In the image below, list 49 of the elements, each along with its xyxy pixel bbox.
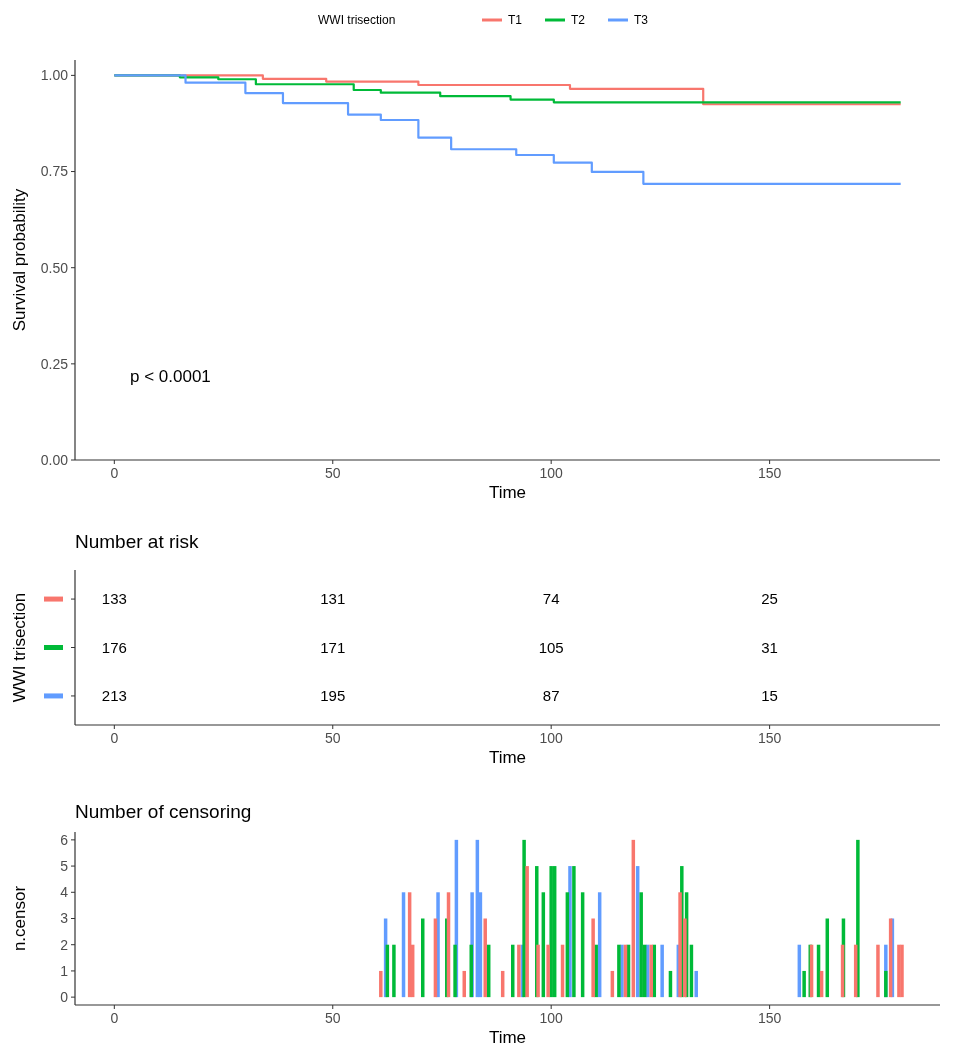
y-tick-label: 6 bbox=[60, 831, 69, 848]
annotation: p < 0.0001 bbox=[130, 366, 211, 386]
data-label: 133 bbox=[101, 590, 127, 608]
x-tick-label: 0 bbox=[110, 1010, 119, 1026]
data-label: 131 bbox=[320, 590, 346, 608]
x-tick-label: 100 bbox=[539, 1010, 564, 1026]
x-tick-label: 50 bbox=[324, 465, 341, 481]
data-label: 105 bbox=[538, 638, 564, 656]
data-label: 176 bbox=[101, 638, 127, 656]
y-axis-title: WWI trisection bbox=[10, 592, 29, 703]
x-tick-label: 50 bbox=[324, 1010, 341, 1026]
y-axis-title: Survival probability bbox=[10, 188, 29, 332]
y-tick-label: 0 bbox=[60, 989, 69, 1006]
data-label: 74 bbox=[542, 590, 560, 608]
y-tick-label: 4 bbox=[60, 884, 69, 901]
chart-title: Number of censoring bbox=[75, 801, 252, 822]
data-label: 31 bbox=[761, 638, 778, 656]
y-tick-label: 0.75 bbox=[40, 163, 69, 180]
x-tick-label: 0 bbox=[110, 730, 119, 746]
data-label: 15 bbox=[761, 687, 778, 705]
x-tick-label: 100 bbox=[539, 465, 564, 481]
x-tick-label: 100 bbox=[539, 730, 564, 746]
x-tick-label: 150 bbox=[757, 465, 782, 481]
legend-title: WWI trisection bbox=[318, 13, 396, 28]
x-axis-title: Time bbox=[488, 483, 527, 502]
y-tick-label: 5 bbox=[60, 857, 69, 874]
legend-label: T1 bbox=[508, 13, 523, 28]
x-tick-label: 150 bbox=[757, 730, 782, 746]
x-axis-title: Time bbox=[488, 1028, 527, 1047]
data-label: 171 bbox=[320, 638, 346, 656]
y-tick-label: 3 bbox=[60, 910, 69, 927]
data-label: 25 bbox=[761, 590, 778, 608]
y-axis-title: n.censor bbox=[10, 885, 29, 952]
x-tick-label: 0 bbox=[110, 465, 119, 481]
y-tick-label: 1 bbox=[60, 962, 69, 979]
data-label: 195 bbox=[320, 687, 346, 705]
y-tick-label: 0.50 bbox=[40, 259, 69, 276]
x-tick-label: 50 bbox=[324, 730, 341, 746]
data-label: 213 bbox=[101, 687, 127, 705]
chart-title: Number at risk bbox=[75, 531, 200, 552]
y-tick-label: 0.25 bbox=[40, 355, 69, 372]
x-tick-label: 150 bbox=[757, 1010, 782, 1026]
legend-label: T3 bbox=[634, 13, 649, 28]
y-tick-label: 0.00 bbox=[40, 451, 69, 468]
x-axis-title: Time bbox=[488, 748, 527, 767]
y-tick-label: 2 bbox=[60, 936, 69, 953]
legend-label: T2 bbox=[571, 13, 586, 28]
y-tick-label: 1.00 bbox=[40, 67, 69, 84]
data-label: 87 bbox=[542, 687, 560, 705]
